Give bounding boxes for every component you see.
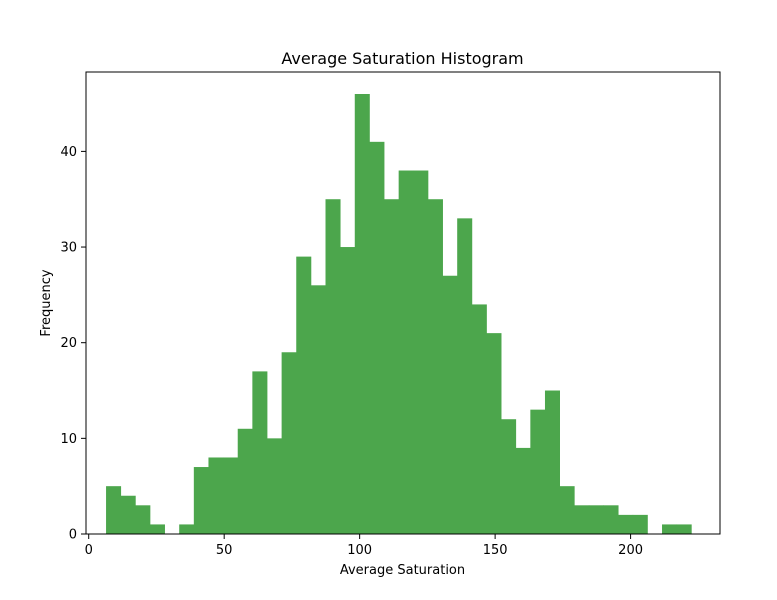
histogram-bar-24 bbox=[457, 218, 473, 534]
histogram-bar-19 bbox=[384, 199, 400, 534]
y-tick-label: 30 bbox=[60, 241, 77, 256]
x-tick-label: 50 bbox=[216, 543, 233, 558]
histogram-bar-25 bbox=[471, 304, 487, 534]
histogram-bar-31 bbox=[559, 486, 575, 534]
histogram-bar-26 bbox=[486, 333, 502, 534]
histogram-bar-28 bbox=[515, 447, 531, 534]
histogram-bar-12 bbox=[281, 352, 297, 534]
histogram-bar-15 bbox=[325, 199, 341, 534]
histogram-bar-17 bbox=[354, 94, 370, 534]
histogram-bar-36 bbox=[632, 514, 648, 534]
histogram-bar-33 bbox=[588, 505, 604, 534]
histogram-bar-6 bbox=[193, 467, 209, 534]
bars-layer bbox=[106, 94, 692, 535]
histogram-bar-27 bbox=[501, 419, 517, 534]
histogram-bar-5 bbox=[179, 524, 195, 534]
histogram-bar-20 bbox=[398, 170, 414, 534]
chart-title: Average Saturation Histogram bbox=[281, 49, 523, 68]
plot-frame bbox=[85, 71, 721, 535]
histogram-bar-39 bbox=[676, 524, 692, 534]
x-axis-ticks: 0 50 100 150 200 bbox=[85, 534, 643, 558]
histogram-bar-3 bbox=[149, 524, 165, 534]
histogram-bar-8 bbox=[223, 457, 239, 534]
histogram-bar-18 bbox=[369, 141, 385, 534]
histogram-bar-14 bbox=[310, 285, 326, 534]
x-axis-label: Average Saturation bbox=[340, 563, 465, 578]
x-tick-label: 0 bbox=[85, 543, 93, 558]
x-tick-label: 100 bbox=[347, 543, 372, 558]
histogram-bar-30 bbox=[544, 390, 560, 534]
y-tick-label: 10 bbox=[60, 432, 77, 447]
histogram-bar-11 bbox=[266, 438, 283, 534]
x-tick-label: 150 bbox=[483, 543, 508, 558]
histogram-bar-13 bbox=[296, 256, 312, 534]
y-tick-label: 20 bbox=[60, 336, 77, 351]
y-tick-label: 40 bbox=[60, 145, 77, 160]
histogram-bar-16 bbox=[340, 247, 356, 535]
histogram-bar-10 bbox=[252, 371, 268, 534]
y-tick-label: 0 bbox=[69, 528, 77, 543]
y-axis-ticks: 0 10 20 30 40 bbox=[60, 145, 86, 543]
histogram-bar-38 bbox=[662, 524, 678, 534]
histogram-bar-1 bbox=[120, 495, 136, 534]
y-axis-label: Frequency bbox=[39, 269, 54, 336]
histogram-bar-2 bbox=[135, 505, 151, 534]
histogram-bar-7 bbox=[208, 457, 224, 534]
histogram-bar-9 bbox=[237, 428, 253, 534]
histogram-bar-32 bbox=[574, 505, 590, 534]
histogram-bar-29 bbox=[530, 409, 546, 534]
histogram-bar-22 bbox=[427, 199, 443, 534]
histogram-bar-21 bbox=[413, 170, 429, 534]
histogram-bar-23 bbox=[442, 275, 458, 534]
histogram-bar-0 bbox=[106, 486, 122, 534]
x-tick-label: 200 bbox=[618, 543, 643, 558]
histogram-bar-35 bbox=[618, 514, 634, 534]
histogram-bar-34 bbox=[603, 505, 619, 534]
